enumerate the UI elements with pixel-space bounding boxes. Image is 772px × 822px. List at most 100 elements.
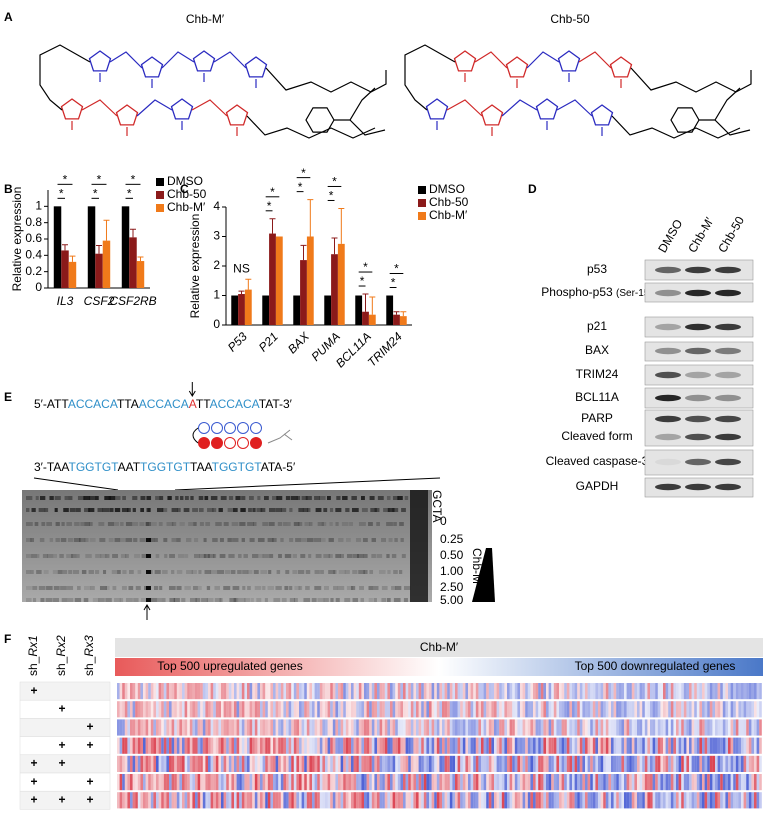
heat-stripe (637, 755, 640, 772)
heat-stripe (353, 755, 357, 772)
heat-stripe (709, 701, 713, 718)
gel-band (68, 496, 73, 500)
heat-stripe (754, 683, 757, 700)
gel-band (184, 554, 189, 558)
gel-band (257, 496, 261, 500)
heat-stripe (681, 774, 684, 791)
heat-stripe (122, 683, 125, 700)
heat-stripe (668, 792, 671, 809)
heat-stripe (512, 792, 515, 809)
heat-stripe (322, 755, 325, 772)
gel-band (109, 508, 114, 512)
heat-stripe (468, 701, 471, 718)
gel-band (193, 522, 197, 526)
heat-stripe (754, 774, 757, 791)
heat-stripe (299, 792, 302, 809)
heat-stripe (548, 755, 552, 772)
heat-stripe (611, 683, 614, 700)
heat-stripe (603, 774, 606, 791)
heat-stripe (228, 683, 232, 700)
heat-stripe (286, 737, 289, 754)
heat-stripe (624, 792, 627, 809)
heat-stripe (457, 737, 461, 754)
gel-band (73, 538, 81, 542)
heat-stripe (369, 737, 372, 754)
gel-band (102, 508, 110, 512)
heat-stripe (431, 737, 435, 754)
heat-stripe (247, 737, 250, 754)
heat-stripe (184, 737, 188, 754)
blot-label-sub: (Ser-15) (616, 288, 653, 299)
ring (192, 50, 216, 72)
heat-stripe (444, 792, 448, 809)
heat-stripe (501, 719, 505, 736)
gel-band (300, 538, 307, 542)
heat-stripe (665, 737, 669, 754)
heat-stripe (270, 701, 273, 718)
heat-stripe (613, 719, 617, 736)
heat-stripe (647, 755, 650, 772)
heat-stripe (221, 774, 224, 791)
heat-stripe (712, 755, 715, 772)
y-axis-label: Relative expression (188, 214, 202, 319)
heat-stripe (319, 792, 323, 809)
gel-band (84, 522, 90, 526)
heat-stripe (738, 792, 741, 809)
heat-stripe (538, 737, 541, 754)
heat-stripe (309, 755, 312, 772)
heat-stripe (314, 792, 318, 809)
blot-band (715, 347, 741, 355)
gel-band (377, 496, 384, 500)
gel-band (176, 586, 182, 590)
heat-stripe (598, 792, 601, 809)
blot-band (685, 347, 711, 355)
heat-stripe (657, 774, 661, 791)
heat-stripe (543, 755, 546, 772)
heat-stripe (137, 792, 141, 809)
heat-stripe (694, 774, 697, 791)
heat-stripe (231, 683, 234, 700)
heat-stripe (127, 683, 130, 700)
heat-stripe (618, 737, 622, 754)
heat-stripe (579, 737, 583, 754)
gel-band (95, 570, 100, 574)
heat-stripe (535, 774, 539, 791)
gel-band (373, 598, 377, 602)
heat-stripe (228, 774, 232, 791)
panel-label: D (528, 182, 537, 196)
heat-stripe (540, 683, 544, 700)
heat-stripe (728, 683, 731, 700)
heat-stripe (668, 701, 671, 718)
heat-stripe (260, 755, 263, 772)
heat-stripe (722, 774, 726, 791)
bar (362, 311, 369, 325)
heat-stripe (309, 737, 312, 754)
heat-stripe (631, 683, 635, 700)
heat-stripe (592, 701, 596, 718)
heat-stripe (395, 701, 398, 718)
heat-stripe (486, 719, 489, 736)
heat-stripe (351, 737, 354, 754)
gel-band (284, 586, 289, 590)
gel-band (140, 496, 146, 500)
heat-stripe (517, 719, 520, 736)
heat-stripe (332, 701, 336, 718)
bar (300, 260, 307, 325)
heat-stripe (689, 737, 692, 754)
heat-stripe (473, 792, 476, 809)
heat-stripe (730, 774, 734, 791)
heat-stripe (117, 755, 120, 772)
heat-stripe (340, 719, 344, 736)
heat-stripe (556, 792, 559, 809)
heat-stripe (135, 683, 138, 700)
heat-stripe (741, 737, 744, 754)
heat-stripe (512, 683, 515, 700)
heat-stripe (605, 719, 609, 736)
heat-stripe (712, 737, 715, 754)
heat-stripe (286, 774, 289, 791)
heat-stripe (473, 774, 476, 791)
gel-band (133, 538, 138, 542)
bond (699, 87, 741, 121)
heat-stripe (410, 719, 414, 736)
gel-band (314, 496, 320, 500)
